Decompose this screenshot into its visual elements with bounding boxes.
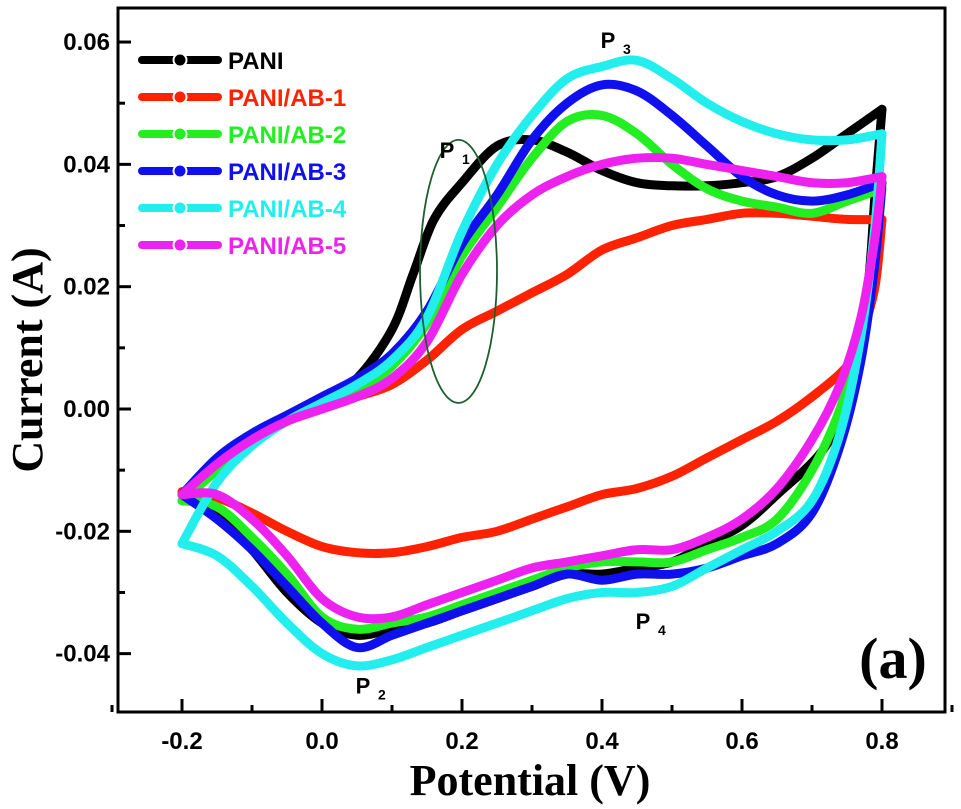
y-tick-label: -0.02 (55, 518, 110, 545)
y-tick-label: 0.06 (63, 29, 110, 56)
annotation-main: P (356, 673, 371, 698)
x-tick-label: 0.2 (445, 728, 478, 755)
legend-item-pani: PANI (138, 48, 284, 75)
annotation-main: P (601, 28, 616, 53)
legend-marker (172, 200, 188, 216)
legend-item-pani-ab-3: PANI/AB-3 (138, 159, 346, 186)
legend-item-pani-ab-5: PANI/AB-5 (138, 233, 346, 260)
annotation-subscript: 1 (462, 151, 470, 167)
x-tick-label: 0.4 (585, 728, 619, 755)
series-line-pani-ab-4-cathodic (177, 129, 887, 671)
annotation-subscript: 4 (658, 622, 666, 638)
annotation-main: P (440, 138, 455, 163)
legend-marker (172, 237, 188, 253)
p1-highlight-ellipse (419, 138, 498, 404)
series-pani-ab-5 (177, 152, 887, 624)
series-line-pani-ab-1-cathodic (177, 214, 887, 558)
y-axis-ticks: -0.04 -0.02 0.00 0.02 0.04 0.06 (55, 29, 131, 668)
annotation-subscript: 2 (378, 686, 386, 702)
legend-label: PANI/AB-3 (228, 159, 346, 186)
legend-label: PANI/AB-2 (228, 122, 346, 149)
legend-label: PANI (228, 48, 284, 75)
annotation-subscript: 3 (623, 41, 631, 57)
legend-marker (172, 163, 188, 179)
series-line-pani-ab-5-cathodic (177, 172, 887, 624)
x-tick-label: 0.8 (865, 728, 898, 755)
legend-item-pani-ab-1: PANI/AB-1 (138, 85, 346, 112)
y-axis-title: Current (A) (3, 247, 52, 472)
y-tick-label: -0.04 (55, 641, 110, 668)
legend-marker (172, 126, 188, 142)
y-tick-label: 0.04 (63, 151, 110, 178)
panel-label: (a) (859, 626, 927, 691)
legend-label: PANI/AB-1 (228, 85, 346, 112)
x-tick-label: 0.6 (725, 728, 758, 755)
x-axis-ticks: -0.2 0.0 0.2 0.4 0.6 0.8 (110, 699, 954, 755)
legend-label: PANI/AB-5 (228, 233, 346, 260)
peak-annotations: P 1P 2P 3P 4 (356, 28, 666, 702)
annotation-main: P (636, 609, 651, 634)
series-line-pani-ab-3-anodic (177, 79, 887, 500)
y-tick-label: 0.00 (63, 396, 110, 423)
legend-item-pani-ab-4: PANI/AB-4 (138, 196, 347, 223)
x-tick-label: -0.2 (161, 728, 202, 755)
x-tick-label: 0.0 (305, 728, 338, 755)
legend: PANI PANI/AB-1 PANI/AB-2 PANI/AB-3 PANI/AB-4… (138, 48, 347, 260)
plot-curves (177, 55, 887, 671)
series-pani-ab-1 (177, 208, 887, 558)
x-axis-title: Potential (V) (410, 756, 651, 805)
series-line-pani-ab-5-anodic (177, 152, 887, 500)
y-tick-label: 0.02 (63, 274, 110, 301)
legend-item-pani-ab-2: PANI/AB-2 (138, 122, 346, 149)
legend-marker (172, 52, 188, 68)
legend-label: PANI/AB-4 (228, 196, 347, 223)
legend-marker (172, 89, 188, 105)
